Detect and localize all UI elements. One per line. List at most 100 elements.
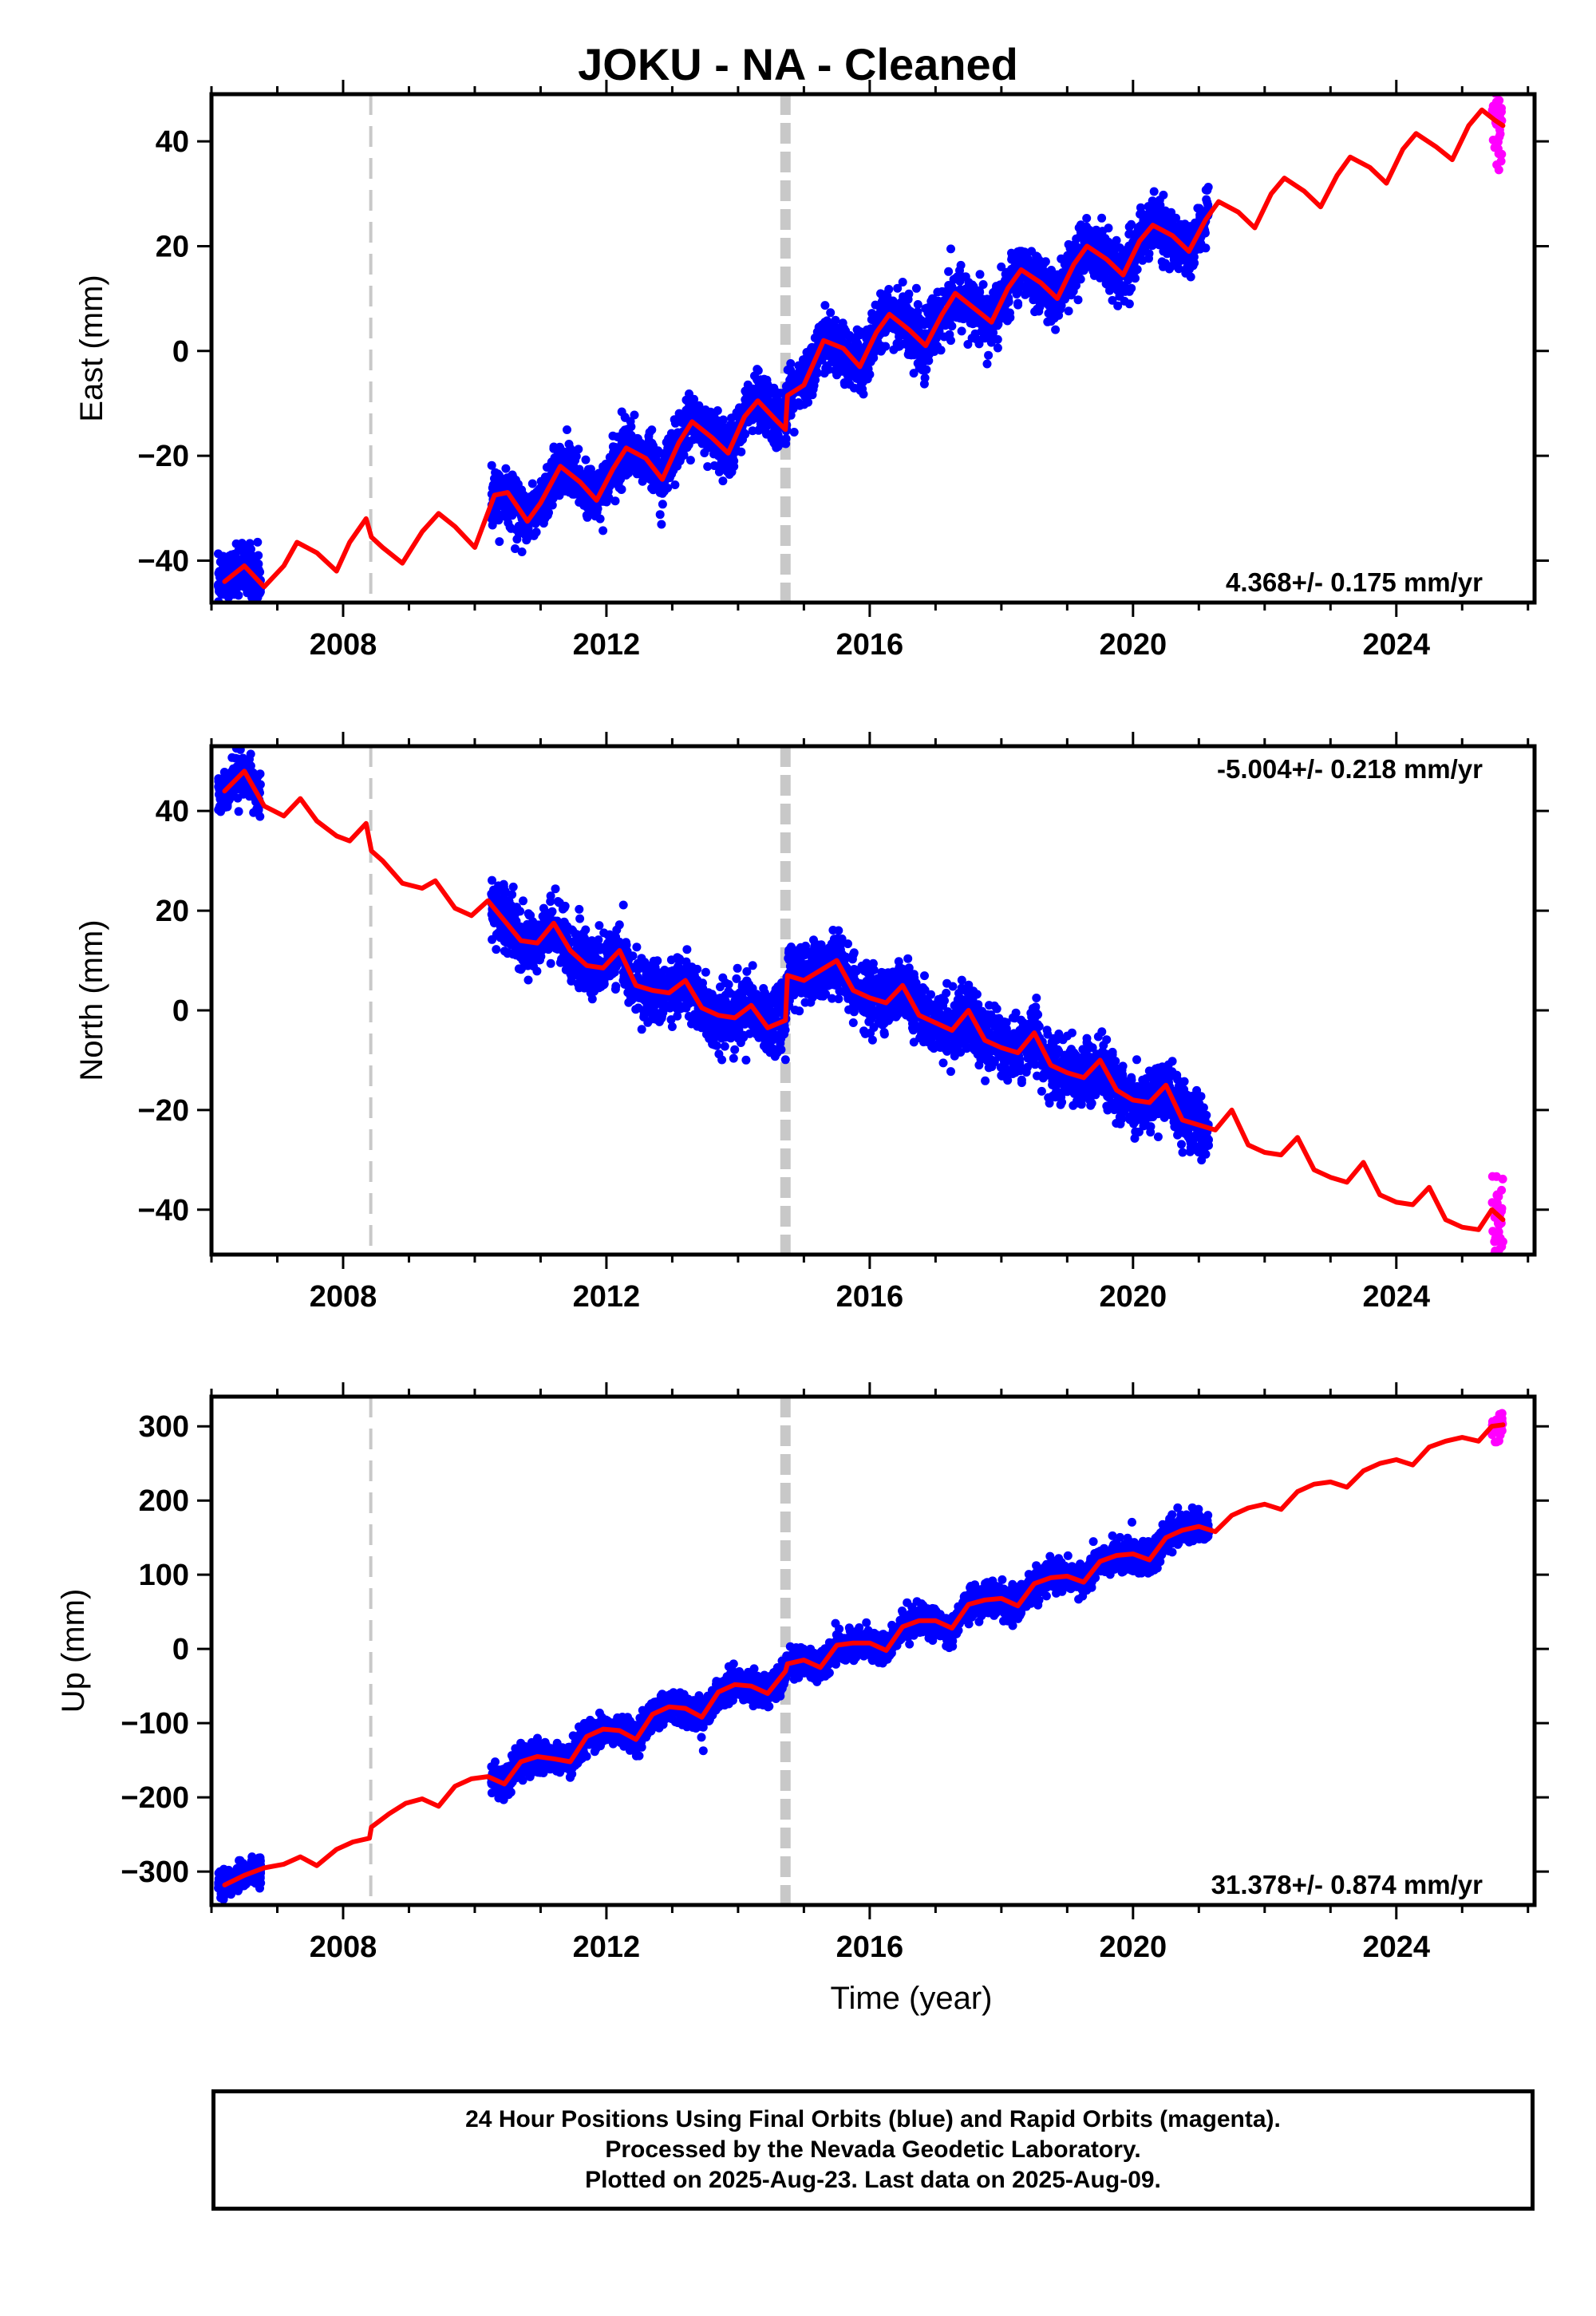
final-orbits-point — [967, 334, 977, 343]
final-orbits-point — [737, 447, 746, 456]
final-orbits-point — [776, 389, 785, 398]
final-orbits-point — [519, 494, 529, 504]
final-orbits-point — [507, 524, 516, 533]
final-orbits-point — [887, 304, 897, 314]
final-orbits-point — [1112, 235, 1121, 245]
final-orbits-point — [971, 288, 981, 298]
final-orbits-point — [1044, 309, 1053, 318]
final-orbits-point — [826, 308, 836, 318]
final-orbits-point — [514, 521, 523, 531]
final-orbits-point — [701, 405, 710, 414]
final-orbits-point — [652, 447, 662, 456]
final-orbits-point — [853, 343, 863, 353]
final-orbits-point — [1034, 306, 1044, 316]
final-orbits-point — [779, 437, 788, 446]
final-orbits-point — [1064, 239, 1073, 249]
final-orbits-point — [958, 272, 968, 282]
final-orbits-point — [529, 531, 539, 540]
final-orbits-point — [831, 355, 840, 365]
final-orbits-point — [928, 294, 937, 303]
final-orbits-point — [247, 593, 257, 603]
final-orbits-point — [594, 475, 603, 484]
final-orbits-point — [762, 387, 772, 397]
final-orbits-point — [581, 455, 591, 464]
rapid-orbits-point — [1491, 97, 1501, 107]
x-tick-label: 2012 — [573, 628, 641, 662]
final-orbits-point — [227, 583, 237, 592]
final-orbits-point — [832, 347, 842, 357]
final-orbits-point — [949, 275, 958, 284]
rapid-orbits-point — [1493, 137, 1503, 147]
plot-frame — [209, 92, 1537, 605]
final-orbits-point — [659, 449, 669, 458]
final-orbits-point — [1148, 196, 1157, 206]
final-orbits-point — [946, 244, 955, 254]
rapid-orbits-point — [1496, 156, 1506, 166]
y-axis-label: East (mm) — [74, 275, 109, 421]
final-orbits-point — [1203, 200, 1213, 210]
final-orbits-point — [1059, 294, 1069, 303]
final-orbits-point — [583, 500, 592, 509]
final-orbits-point — [892, 338, 902, 348]
final-orbits-point — [957, 326, 966, 336]
final-orbits-point — [1013, 284, 1023, 294]
final-orbits-point — [1015, 247, 1025, 256]
final-orbits-point — [575, 497, 584, 507]
final-orbits-point — [1001, 306, 1010, 316]
final-orbits-point — [563, 457, 572, 467]
final-orbits-point — [1195, 204, 1204, 213]
final-orbits-point — [716, 982, 725, 992]
y-tick-label: 40 — [156, 125, 189, 159]
final-orbits-point — [1170, 225, 1179, 235]
final-orbits-point — [563, 425, 571, 434]
final-orbits-point — [845, 334, 855, 342]
y-tick-label: 20 — [156, 230, 189, 263]
final-orbits-point — [523, 524, 533, 533]
x-tick-label: 2016 — [836, 628, 904, 662]
final-orbits-point — [219, 768, 229, 777]
final-orbits-point — [227, 789, 236, 799]
final-orbits-point — [1136, 209, 1145, 219]
final-orbits-point — [653, 456, 662, 466]
final-orbits-point — [820, 369, 829, 378]
final-orbits-point — [820, 330, 830, 340]
final-orbits-point — [660, 456, 670, 465]
final-orbits-point — [529, 517, 539, 527]
final-orbits-point — [840, 358, 850, 368]
final-orbits-point — [644, 436, 654, 445]
final-orbits-point — [1124, 299, 1134, 309]
final-orbits-point — [223, 802, 232, 812]
final-orbits-point — [1141, 241, 1151, 251]
final-orbits-point — [495, 537, 504, 547]
final-orbits-point — [903, 954, 913, 963]
final-orbits-point — [1183, 261, 1193, 270]
final-orbits-point — [1037, 290, 1047, 299]
final-orbits-point — [239, 783, 248, 792]
final-orbits-point — [1100, 272, 1110, 282]
final-orbits-point — [880, 327, 890, 337]
final-orbits-point — [976, 300, 986, 310]
final-orbits-point — [658, 500, 667, 509]
final-orbits-points — [214, 183, 1213, 603]
final-orbits-point — [1072, 281, 1080, 290]
final-orbits-point — [913, 300, 922, 309]
final-orbits-point — [491, 476, 500, 484]
final-orbits-point — [1113, 301, 1123, 310]
final-orbits-point — [750, 371, 759, 381]
final-orbits-point — [253, 537, 263, 547]
final-orbits-point — [718, 476, 728, 486]
final-orbits-point — [789, 428, 799, 437]
final-orbits-point — [655, 510, 665, 520]
final-orbits-point — [670, 480, 680, 489]
final-orbits-point — [871, 300, 880, 310]
final-orbits-point — [1045, 271, 1055, 280]
final-orbits-point — [559, 475, 569, 484]
final-orbits-point — [1026, 281, 1036, 290]
final-orbits-point — [882, 289, 891, 298]
final-orbits-point — [738, 435, 747, 445]
final-orbits-point — [215, 803, 224, 812]
final-orbits-point — [595, 921, 604, 931]
final-orbits-point — [725, 470, 734, 479]
